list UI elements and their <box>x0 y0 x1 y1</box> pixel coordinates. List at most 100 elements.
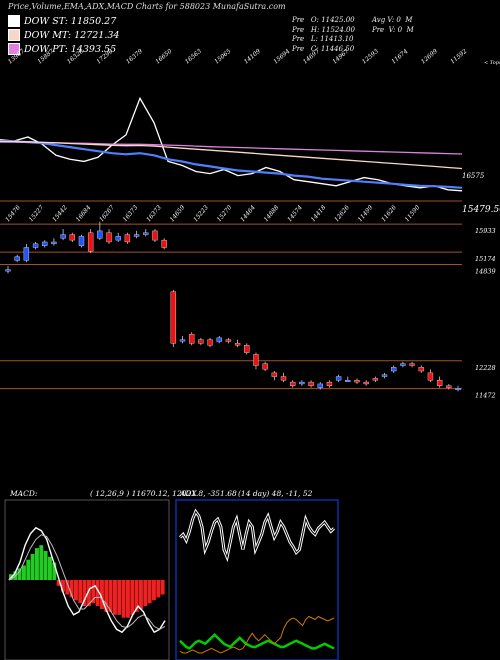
macd-histogram-bar <box>17 568 22 580</box>
legend-dow-pt: DOW PT: 14393.55 <box>8 43 116 55</box>
price-level-label: 11472 <box>475 392 496 400</box>
price-top-label: 14888 <box>263 204 281 223</box>
ema-top-label: 16379 <box>125 48 144 66</box>
candle-body <box>97 230 103 239</box>
candle-body <box>170 291 177 344</box>
macd-histogram-bar <box>65 580 70 595</box>
adx-series-line <box>179 615 335 654</box>
price-top-label: 14464 <box>239 204 257 223</box>
candle-body <box>51 241 57 245</box>
candle-body <box>271 372 278 377</box>
adx-series-line <box>179 632 335 650</box>
macd-histogram-bar <box>30 553 35 580</box>
price-top-label: 14659 <box>169 204 187 223</box>
price-top-label: 16684 <box>75 204 93 223</box>
ema-top-label: 14967 <box>331 48 350 66</box>
candle-body <box>225 339 232 342</box>
macd-histogram-bar <box>78 580 83 604</box>
candle-body <box>409 363 415 366</box>
ema-top-label: 17290 <box>95 48 114 66</box>
ema-top-label: 12593 <box>361 48 380 66</box>
macd-histogram-bar <box>61 580 65 592</box>
ema-right-label: 16575 <box>462 172 485 180</box>
ema-right-label: 15479.50 <box>462 205 500 215</box>
candle-body <box>299 381 305 385</box>
macd-line <box>8 526 166 634</box>
ema-top-label: 12699 <box>420 48 439 66</box>
candle-body <box>326 381 333 386</box>
macd-histogram-bar <box>121 580 126 618</box>
adx-params: (14 day) 48, -11, 52 <box>238 489 313 498</box>
macd-line <box>8 534 166 630</box>
stat-close: Pre C: 11446.50 <box>292 45 355 53</box>
macd-histogram-bar <box>43 551 48 580</box>
candle-body <box>244 345 250 353</box>
candle-body <box>198 339 204 344</box>
ema-series-line <box>0 139 463 189</box>
macd-histogram-bar <box>108 580 113 612</box>
macd-histogram-bar <box>104 580 109 612</box>
macd-histogram-bar <box>152 580 156 601</box>
legend-swatch-mt <box>8 29 20 41</box>
candle-body <box>87 232 94 252</box>
price-top-label: 15442 <box>51 204 69 223</box>
price-top-label: 14574 <box>286 204 304 223</box>
candle-body <box>418 367 424 372</box>
candle-body <box>152 230 158 241</box>
candle-body <box>317 383 323 388</box>
macd-histogram-bar <box>130 580 135 615</box>
macd-histogram-bar <box>147 580 152 604</box>
price-level-label: 12228 <box>475 364 496 372</box>
candle-body <box>78 236 85 246</box>
macd-histogram-bar <box>134 580 139 612</box>
chart-title: Price,Volume,EMA,ADX,MACD Charts for 588… <box>8 2 286 11</box>
candle-body <box>124 234 131 243</box>
ema-top-label: 14697 <box>302 48 321 66</box>
macd-histogram-bar <box>48 556 52 580</box>
macd-histogram-bar <box>95 580 100 607</box>
macd-histogram-bar <box>56 580 61 586</box>
macd-histogram-bar <box>139 580 143 609</box>
candle-body <box>106 232 112 243</box>
legend-swatch-pt <box>8 43 20 55</box>
macd-histogram-bar <box>26 559 31 580</box>
ema-top-label: 16650 <box>154 48 173 66</box>
ema-series-line <box>0 96 463 192</box>
candle-body <box>455 388 461 391</box>
price-top-label: 11499 <box>357 204 375 223</box>
candle-body <box>234 343 241 346</box>
legend-label-st: DOW ST: 11850.27 <box>24 15 117 27</box>
candle-body <box>446 385 452 388</box>
price-top-label: 15227 <box>28 204 46 223</box>
candle-body <box>363 381 369 385</box>
candle-body <box>400 363 406 366</box>
macd-histogram-bar <box>160 580 165 595</box>
macd-histogram-bar <box>74 580 78 601</box>
candle-body <box>280 376 287 381</box>
price-level-label: 15933 <box>475 227 496 235</box>
ema-top-label: 15065 <box>213 48 232 66</box>
stat-open: Pre O: 11425.00 <box>292 16 355 24</box>
candle-body <box>427 372 434 381</box>
legend-dow-st: DOW ST: 11850.27 <box>8 15 116 27</box>
candle-body <box>335 376 342 381</box>
stat-prev-volume: Pre V: 0 M <box>372 26 414 34</box>
ema-top-label: 13967 <box>7 48 26 66</box>
candle-body <box>179 339 186 342</box>
candle-body <box>23 247 30 261</box>
macd-label: MACD: <box>9 489 38 498</box>
price-level-label: 14839 <box>475 267 496 275</box>
macd-histogram-bar <box>52 562 57 580</box>
ema-top-label: 16326 <box>66 48 85 66</box>
legend-swatch-st <box>8 15 20 27</box>
candle-body <box>42 241 48 246</box>
legend-label-pt: DOW PT: 14393.55 <box>24 43 117 55</box>
macd-histogram-bar <box>91 580 96 604</box>
price-top-label: 16267 <box>98 204 116 223</box>
macd-histogram-bar <box>22 565 26 580</box>
legend-label-mt: DOW MT: 12721.34 <box>24 29 120 41</box>
ema-top-label: 15887 <box>36 48 55 66</box>
candle-body <box>5 269 11 272</box>
ema-corner-label: < Tops <box>484 60 500 66</box>
price-top-label: 16373 <box>122 204 140 223</box>
